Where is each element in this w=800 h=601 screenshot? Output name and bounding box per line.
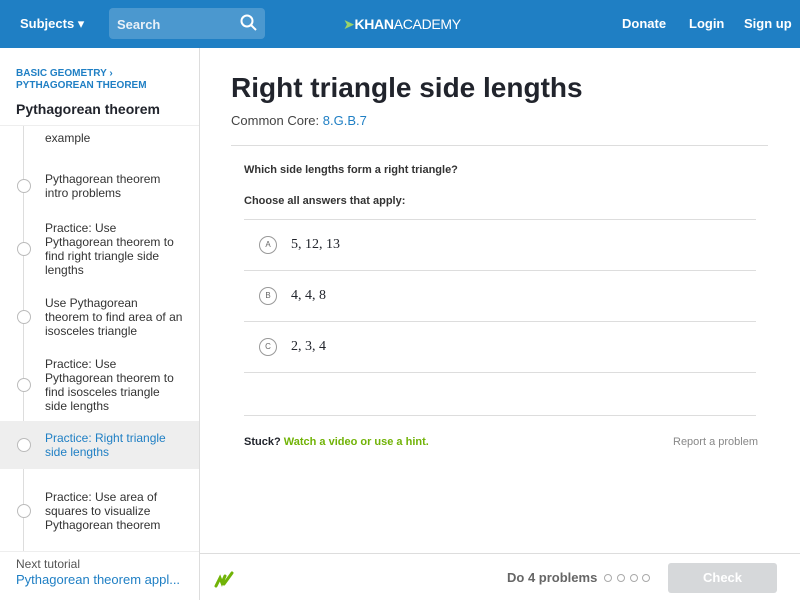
search-icon[interactable]: [240, 14, 258, 32]
choice-divider: [244, 372, 756, 373]
tutorial-item-icon: [17, 504, 31, 518]
search-box[interactable]: Search: [109, 8, 265, 39]
tutorial-item-icon: [17, 438, 31, 452]
search-placeholder: Search: [117, 17, 161, 32]
scratchpad-icon[interactable]: [213, 567, 235, 589]
next-title[interactable]: Pythagorean theorem appl...: [16, 572, 181, 587]
tutorial-item-text[interactable]: Practice: Right triangle side lengths: [45, 431, 166, 459]
progress-dot: [630, 574, 638, 582]
tutorial-item[interactable]: Practice: Use area of squares to visuali…: [0, 481, 199, 541]
tutorial-item-icon: [17, 242, 31, 256]
signup-link[interactable]: Sign up: [744, 16, 792, 31]
choice-divider: [244, 321, 756, 322]
tutorial-item[interactable]: Practice: Right triangle side lengths: [0, 421, 199, 469]
donate-link[interactable]: Donate: [622, 16, 667, 31]
choice-text[interactable]: 5, 12, 13: [291, 237, 340, 252]
check-button[interactable]: Check: [668, 563, 777, 593]
exercise-title: Right triangle side lengths: [231, 72, 583, 103]
footer: Do 4 problems Check: [200, 553, 800, 601]
common-core-code[interactable]: 8.G.B.7: [322, 113, 367, 128]
tutorial-item-text[interactable]: example: [45, 131, 91, 145]
tutorial-item-icon: [17, 179, 31, 193]
tutorial-item[interactable]: example: [0, 126, 199, 146]
stuck-row: Stuck? Watch a video or use a hint.: [244, 436, 429, 448]
tutorial-item-text[interactable]: Practice: Use area of squares to visuali…: [45, 490, 161, 532]
progress-dot: [642, 574, 650, 582]
choice-letter[interactable]: A: [259, 236, 277, 254]
tutorial-item-text[interactable]: Practice: Use Pythagorean theorem to fin…: [45, 357, 174, 413]
tutorial-item-text[interactable]: Practice: Use Pythagorean theorem to fin…: [45, 221, 174, 277]
tutorial-item-icon: [17, 310, 31, 324]
logo-light[interactable]: ACADEMY: [393, 16, 461, 32]
next-label: Next tutorial: [16, 557, 81, 571]
tutorial-item[interactable]: Pythagorean theorem intro problems: [0, 166, 199, 206]
tutorial-item-text[interactable]: Use Pythagorean theorem to find area of …: [45, 296, 183, 338]
breadcrumb-1[interactable]: BASIC GEOMETRY ›: [16, 68, 113, 79]
choice-letter[interactable]: C: [259, 338, 277, 356]
logo[interactable]: ➤KHANACADEMY: [343, 16, 461, 32]
tutorial-title: Pythagorean theorem: [16, 101, 160, 117]
logo-bold[interactable]: KHAN: [354, 16, 394, 32]
divider: [231, 145, 768, 146]
progress-dot: [604, 574, 612, 582]
common-core-label: Common Core:: [231, 113, 320, 128]
breadcrumb-2[interactable]: PYTHAGOREAN THEOREM: [16, 80, 147, 91]
stuck-label: Stuck?: [244, 436, 281, 448]
hint-link[interactable]: Watch a video or use a hint.: [283, 436, 429, 448]
subjects-menu[interactable]: Subjects ▾: [20, 16, 85, 31]
choice-divider: [244, 219, 756, 220]
common-core: Common Core: 8.G.B.7: [231, 113, 367, 128]
instruction: Choose all answers that apply:: [244, 195, 406, 207]
choice-divider: [244, 270, 756, 271]
tutorial-list: example Pythagorean theorem intro problem…: [0, 125, 199, 552]
login-link[interactable]: Login: [689, 16, 725, 31]
header: Subjects ▾ Search ➤KHANACADEMY Donate Lo…: [0, 0, 800, 48]
progress-dot: [617, 574, 625, 582]
sidebar: BASIC GEOMETRY › PYTHAGOREAN THEOREM Pyt…: [0, 48, 200, 600]
tutorial-item[interactable]: Use Pythagorean theorem to find area of …: [0, 287, 199, 347]
tutorial-item[interactable]: Practice: Use Pythagorean theorem to fin…: [0, 219, 199, 279]
subjects-label[interactable]: Subjects: [20, 16, 75, 31]
choice-text[interactable]: 4, 4, 8: [291, 288, 326, 303]
question: Which side lengths form a right triangle…: [244, 164, 458, 176]
report-link[interactable]: Report a problem: [673, 436, 758, 448]
divider: [244, 415, 756, 416]
tutorial-item-icon: [17, 378, 31, 392]
progress-label: Do 4 problems: [507, 570, 598, 585]
choice-letter[interactable]: B: [259, 287, 277, 305]
tutorial-item-text[interactable]: Pythagorean theorem intro problems: [45, 172, 161, 200]
tutorial-item[interactable]: Practice: Use Pythagorean theorem to fin…: [0, 355, 199, 415]
choice-text[interactable]: 2, 3, 4: [291, 339, 326, 354]
breadcrumb-1-text[interactable]: BASIC GEOMETRY: [16, 68, 107, 79]
timeline: [23, 126, 24, 551]
